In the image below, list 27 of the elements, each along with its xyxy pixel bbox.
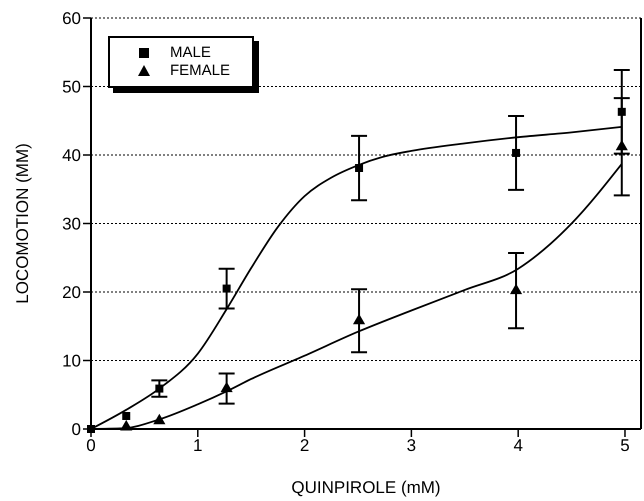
y-axis-title: LOCOMOTION (MM) xyxy=(13,143,32,304)
y-tick-label: 20 xyxy=(62,283,81,302)
legend-label: MALE xyxy=(170,44,211,62)
x-tick-label: 1 xyxy=(193,436,203,456)
y-tick-label: 0 xyxy=(72,420,81,440)
legend-label: FEMALE xyxy=(170,62,230,80)
point xyxy=(153,414,166,424)
x-tick-label: 3 xyxy=(406,436,416,456)
y-tick-label: 60 xyxy=(62,9,81,28)
y-tick-label: 30 xyxy=(62,214,81,234)
point xyxy=(120,420,132,430)
point xyxy=(220,382,233,392)
point xyxy=(122,412,130,420)
point xyxy=(618,108,626,116)
y-tick-label: 50 xyxy=(62,78,81,97)
x-axis-title: QUINPIROLE (mM) xyxy=(291,478,441,497)
point xyxy=(355,164,364,172)
y-tick-label: 40 xyxy=(62,146,81,166)
x-tick-label: 2 xyxy=(300,436,310,456)
x-tick-label: 0 xyxy=(86,436,96,456)
point xyxy=(352,314,366,324)
point xyxy=(512,148,520,157)
point xyxy=(510,284,522,294)
x-tick-label: 5 xyxy=(620,436,630,456)
point xyxy=(222,284,231,293)
x-tick-label: 4 xyxy=(513,436,523,456)
y-tick-label: 10 xyxy=(62,352,81,371)
